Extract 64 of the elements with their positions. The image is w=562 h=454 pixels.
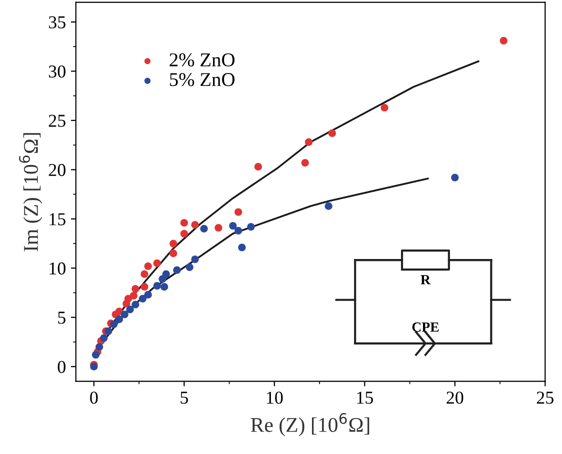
point [92,350,100,359]
point [238,244,246,252]
point [173,266,181,274]
point [234,226,242,235]
point [186,263,194,271]
point [140,283,148,291]
point [301,158,309,167]
point [170,250,178,258]
point [100,334,108,342]
point [132,300,140,308]
y-tick-label: 25 [48,114,66,127]
point [130,292,138,300]
point [229,222,237,230]
x-axis-title: Re (Z) [10$^{6}$Ω] [250,413,370,436]
point [126,306,134,314]
point [124,294,132,302]
point [132,285,140,293]
point [170,240,178,248]
point [140,270,148,278]
point [160,283,168,291]
point [214,224,222,232]
x-tick-label: 25 [536,392,554,404]
legend-label: 5% ZnO [170,73,234,86]
point [120,310,128,318]
point [96,343,104,351]
point [247,222,255,231]
x-tick-label: 0 [90,392,98,404]
point [234,208,242,216]
point [144,290,152,299]
point [380,104,388,112]
point [180,230,188,238]
point [115,316,123,324]
y-tick-label: 30 [48,65,66,78]
y-tick-label: 20 [48,164,66,176]
y-tick-label: 0 [58,360,66,374]
y-axis-title: Im (Z) [10$^{6}$Ω] [18,133,42,252]
legend-label: 2% ZnO [170,53,234,66]
x-tick-label: 10 [266,392,283,404]
point [191,255,199,264]
point [153,259,161,268]
annotation: R [420,275,431,284]
point [110,320,118,328]
y-tick-label: 15 [50,213,66,226]
point [328,129,336,138]
x-tick-label: 5 [180,392,188,404]
point [153,282,161,290]
point [191,221,199,229]
point [200,224,208,233]
point [304,138,313,146]
y-tick-label: 10 [50,262,66,275]
x-tick-label: 20 [446,392,464,404]
point [254,162,262,171]
point [138,294,146,302]
point [144,262,152,270]
y-tick-label: 5 [58,312,66,324]
point [500,36,508,44]
y-tick-label: 35 [48,16,66,28]
point [162,270,170,278]
annotation: CPE [412,322,439,332]
point [451,174,459,182]
x-tick-label: 15 [357,392,373,404]
point [324,202,332,210]
point [104,327,112,335]
point [180,219,188,227]
